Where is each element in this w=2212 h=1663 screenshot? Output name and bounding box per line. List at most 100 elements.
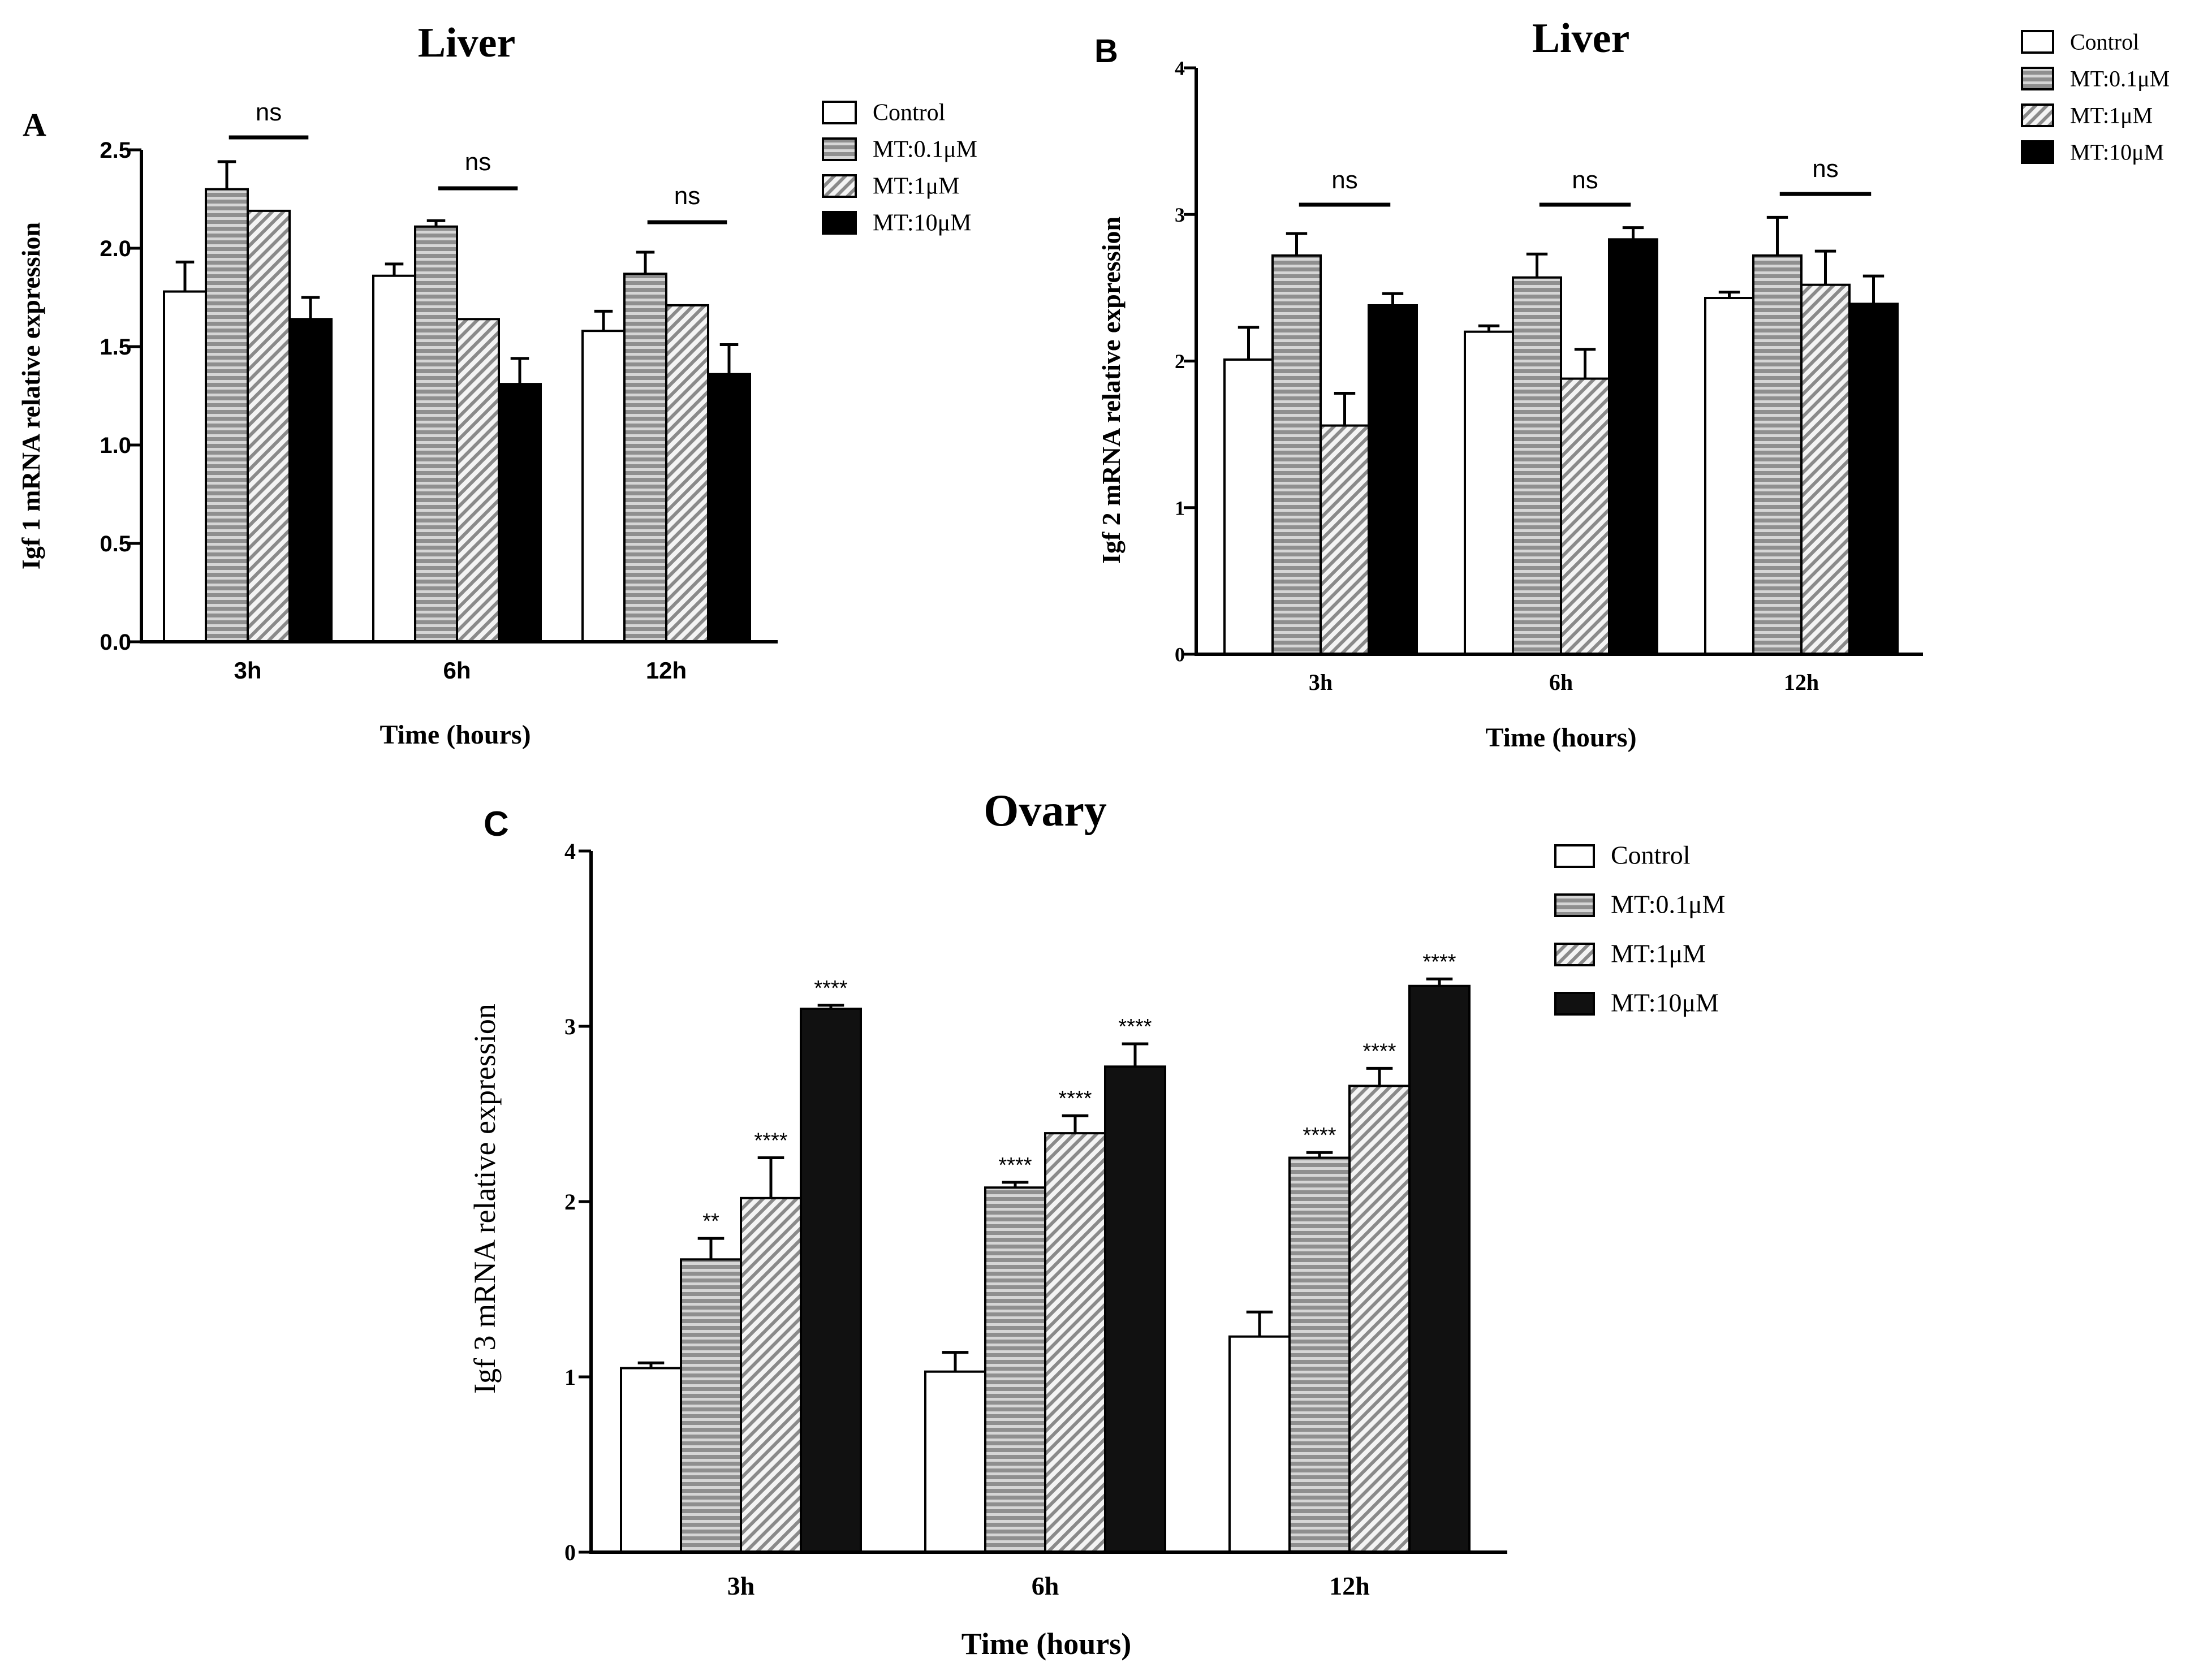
- significance-stars: **: [702, 1210, 719, 1233]
- legend-swatch: [2021, 140, 2054, 164]
- ns-label: ns: [1572, 166, 1598, 194]
- x-ticks-c: 3h 6h 12h: [727, 1571, 1370, 1600]
- bar-3h-3: [800, 1008, 862, 1553]
- bars-a: [163, 160, 751, 643]
- significance-stars: ****: [814, 977, 847, 1000]
- significance-a: ns ns ns: [228, 98, 727, 224]
- legend-c: Control MT:0.1μM MT:1μM MT:10μM: [1554, 840, 1726, 1017]
- x-tick-label: 12h: [1329, 1571, 1370, 1600]
- y-tick-label: 1.0: [100, 433, 131, 458]
- x-tick-label: 6h: [443, 657, 471, 684]
- bar-3h-2: [1320, 424, 1370, 655]
- bar-6h-1: [984, 1186, 1046, 1553]
- x-tick-label: 3h: [1309, 669, 1333, 695]
- x-tick-label: 12h: [646, 657, 687, 684]
- significance-stars: ****: [998, 1154, 1032, 1177]
- chart-title-b: Liver: [1532, 15, 1630, 62]
- bar-12h-3: [1408, 984, 1471, 1553]
- y-tick-label: 3: [1175, 204, 1185, 226]
- y-ticks-c: 0 1 2 3 4: [564, 839, 591, 1565]
- bar-12h-0: [1704, 297, 1754, 655]
- significance-stars: ****: [1058, 1087, 1092, 1111]
- y-tick-label: 0: [564, 1540, 576, 1565]
- legend-swatch: [1554, 992, 1595, 1016]
- significance-c: **********************************: [702, 950, 1456, 1233]
- significance-stars: ****: [1118, 1015, 1152, 1039]
- bar-3h-2: [247, 209, 291, 643]
- bar-3h-0: [620, 1367, 682, 1553]
- bar-12h-1: [623, 273, 667, 643]
- panel-label-c: C: [484, 805, 509, 844]
- legend-label: MT:1μM: [1611, 939, 1706, 967]
- bar-6h-3: [1104, 1065, 1166, 1554]
- legend-swatch: [1554, 893, 1595, 917]
- bar-12h-3: [1848, 303, 1899, 655]
- bar-12h-2: [665, 304, 709, 643]
- legend-swatch: [1554, 943, 1595, 966]
- bar-3h-3: [1368, 304, 1418, 655]
- panel-c: C Ovary Time (hours) Igf 3 mRNA relative…: [468, 786, 1726, 1661]
- bar-12h-3: [707, 373, 751, 643]
- x-tick-label: 12h: [1784, 669, 1819, 695]
- x-axis-label-a: Time (hours): [380, 720, 531, 750]
- legend-label: MT:0.1μM: [873, 136, 977, 162]
- x-tick-label: 6h: [1549, 669, 1573, 695]
- y-tick-label: 0: [1175, 643, 1185, 666]
- x-ticks-a: 3h 6h 12h: [234, 657, 687, 684]
- bar-6h-0: [924, 1370, 986, 1553]
- legend-label: MT:1μM: [873, 173, 959, 199]
- y-tick-label: 2: [1175, 350, 1185, 373]
- y-tick-label: 3: [564, 1014, 576, 1039]
- bar-6h-1: [1512, 276, 1562, 656]
- legend-label: Control: [2070, 29, 2139, 54]
- legend-swatch: [822, 174, 857, 198]
- bar-3h-0: [1223, 358, 1274, 655]
- ns-label: ns: [256, 98, 282, 126]
- y-ticks-b: 0 1 2 3 4: [1175, 57, 1196, 666]
- legend-label: MT:0.1μM: [1611, 889, 1726, 918]
- ns-label: ns: [1331, 166, 1357, 194]
- bar-6h-3: [1608, 238, 1658, 655]
- legend-label: MT:0.1μM: [2070, 66, 2170, 91]
- y-tick-label: 2.0: [100, 236, 131, 261]
- y-tick-label: 0.5: [100, 532, 131, 556]
- panel-a: A Liver Time (hours) Igf 1 mRNA relative…: [16, 20, 977, 750]
- x-tick-label: 3h: [234, 657, 261, 684]
- legend-label: Control: [1611, 840, 1691, 869]
- legend-label: MT:10μM: [1611, 988, 1719, 1017]
- legend-swatch: [2021, 30, 2054, 54]
- chart-title-a: Liver: [418, 20, 516, 66]
- significance-stars: ****: [1303, 1124, 1336, 1147]
- y-tick-label: 4: [1175, 57, 1185, 80]
- panel-b: B Liver Time (hours) Igf 2 mRNA relative…: [1094, 15, 2170, 753]
- bar-12h-2: [1348, 1085, 1411, 1553]
- bar-3h-0: [163, 290, 207, 643]
- legend-swatch: [1554, 844, 1595, 868]
- legend-swatch: [822, 101, 857, 124]
- y-tick-label: 2.5: [100, 138, 131, 163]
- bars-c: [620, 977, 1471, 1554]
- significance-stars: ****: [1422, 950, 1456, 974]
- panel-label-a: A: [23, 106, 46, 143]
- x-axis-label-b: Time (hours): [1485, 723, 1636, 753]
- ns-label: ns: [465, 148, 491, 176]
- x-axis-label-c: Time (hours): [961, 1627, 1132, 1661]
- legend-a: Control MT:0.1μM MT:1μM MT:10μM: [822, 100, 977, 236]
- legend-b: Control MT:0.1μM MT:1μM MT:10μM: [2021, 29, 2170, 165]
- bar-12h-2: [1800, 283, 1851, 655]
- x-tick-label: 3h: [727, 1571, 755, 1600]
- bar-6h-2: [456, 318, 500, 643]
- bar-12h-1: [1752, 254, 1803, 655]
- y-tick-label: 1.5: [100, 335, 131, 360]
- x-tick-label: 6h: [1032, 1571, 1059, 1600]
- bar-3h-1: [205, 188, 249, 643]
- bar-6h-2: [1044, 1132, 1106, 1553]
- bar-12h-1: [1288, 1156, 1351, 1553]
- ns-label: ns: [1812, 155, 1838, 183]
- significance-stars: ****: [754, 1129, 787, 1153]
- legend-label: MT:10μM: [2070, 139, 2164, 165]
- ns-label: ns: [674, 182, 700, 210]
- legend-label: MT:10μM: [873, 210, 971, 236]
- bar-6h-2: [1560, 377, 1610, 655]
- bar-6h-0: [1464, 330, 1514, 655]
